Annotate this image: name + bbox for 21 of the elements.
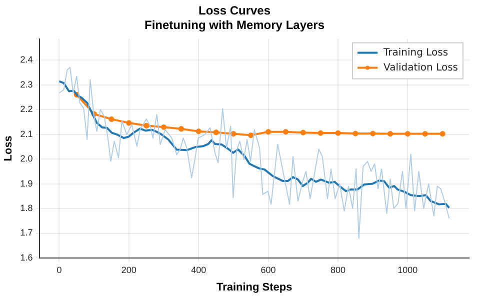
- x-tick-label: 800: [330, 264, 346, 275]
- x-tick-label: 200: [121, 264, 136, 275]
- legend-label: Validation Loss: [384, 62, 458, 74]
- x-tick-label: 1000: [398, 264, 418, 275]
- chart-title: Loss Curves: [198, 4, 271, 18]
- x-tick-label: 400: [191, 264, 206, 275]
- x-tick-label: 0: [56, 264, 62, 275]
- y-tick-label: 2.3: [20, 79, 33, 90]
- y-tick-label: 1.9: [20, 178, 33, 188]
- y-tick-label: 2.2: [20, 104, 33, 114]
- y-tick-label: 1.6: [20, 252, 33, 262]
- x-axis-title: Training Steps: [216, 281, 292, 294]
- y-tick-label: 1.8: [20, 203, 33, 214]
- y-tick-label: 1.7: [20, 228, 33, 238]
- y-tick-label: 2.1: [20, 128, 33, 139]
- y-tick-label: 2.0: [20, 154, 33, 164]
- y-tick-label: 2.4: [20, 54, 33, 65]
- x-tick-label: 600: [260, 264, 276, 275]
- y-axis-title: Loss: [2, 136, 15, 162]
- chart-subtitle: Finetuning with Memory Layers: [144, 18, 325, 32]
- legend-label: Training Loss: [382, 47, 448, 58]
